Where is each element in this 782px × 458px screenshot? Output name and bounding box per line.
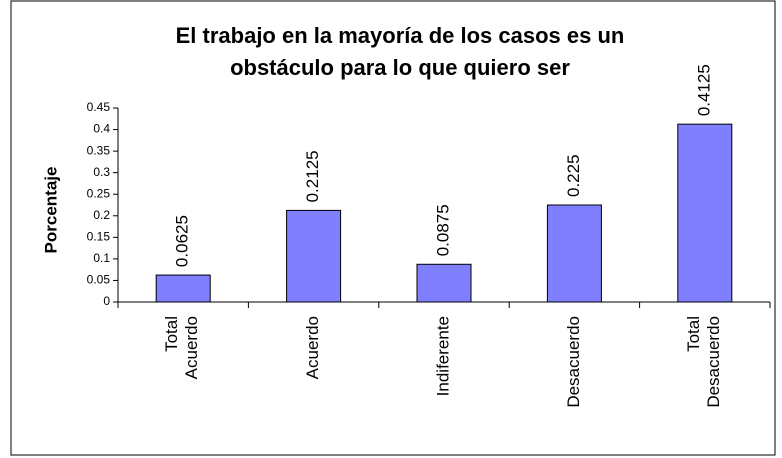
- data-label: 0.225: [564, 154, 583, 197]
- y-tick-label: 0.05: [87, 273, 111, 287]
- bar: [155, 274, 211, 303]
- y-tick-label: 0.35: [87, 143, 111, 157]
- y-tick-label: 0.2: [93, 208, 110, 222]
- x-tick-label: Indiferente: [433, 316, 452, 396]
- bar: [546, 204, 602, 303]
- data-label: 0.2125: [303, 150, 322, 202]
- chart-title: El trabajo en la mayoría de los casos es…: [175, 23, 625, 80]
- data-label: 0.0625: [173, 215, 192, 267]
- data-label: 0.0875: [433, 204, 452, 256]
- y-tick-label: 0.25: [87, 186, 111, 200]
- bar: [677, 123, 733, 303]
- y-tick-label: 0.45: [87, 100, 111, 114]
- bar: [416, 263, 472, 303]
- x-tick-label: Desacuerdo: [564, 316, 583, 408]
- x-tick-label: TotalAcuerdo: [163, 316, 202, 379]
- y-tick-label: 0: [103, 294, 110, 308]
- data-label: 0.4125: [694, 64, 713, 116]
- x-tick-label: Acuerdo: [303, 316, 322, 379]
- y-tick-label: 0.1: [93, 251, 110, 265]
- y-tick-label: 0.4: [93, 122, 110, 136]
- chart-border: [10, 0, 776, 456]
- y-axis-label: Porcentaje: [41, 167, 60, 254]
- y-tick-label: 0.3: [93, 165, 110, 179]
- y-tick-label: 0.15: [87, 230, 111, 244]
- x-tick-label: TotalDesacuerdo: [684, 316, 723, 408]
- bar: [286, 209, 342, 303]
